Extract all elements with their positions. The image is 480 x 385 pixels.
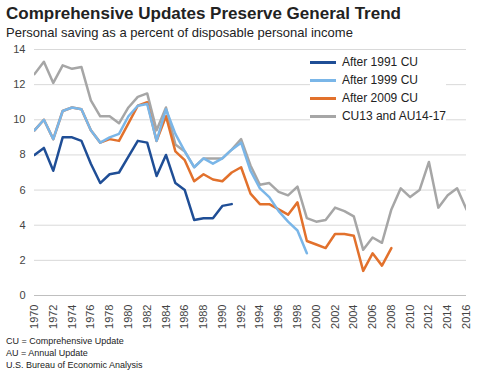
svg-text:1970: 1970 (28, 305, 40, 329)
svg-text:1978: 1978 (103, 305, 115, 329)
svg-text:2016: 2016 (460, 305, 472, 329)
svg-text:1976: 1976 (84, 305, 96, 329)
svg-text:10: 10 (13, 113, 25, 125)
svg-text:2012: 2012 (422, 305, 434, 329)
svg-text:2: 2 (19, 254, 25, 266)
svg-text:4: 4 (19, 219, 25, 231)
html-text:CU13 and AU14-17: CU13 and AU14-17 (341, 109, 446, 123)
svg-text:0: 0 (19, 289, 25, 301)
svg-text:2010: 2010 (404, 305, 416, 329)
html-text:Comprehensive Updates Preserve: Comprehensive Updates Preserve General T… (6, 4, 401, 23)
svg-text:1992: 1992 (235, 305, 247, 329)
svg-text:12: 12 (13, 78, 25, 90)
svg-text:1990: 1990 (216, 305, 228, 329)
svg-text:8: 8 (19, 148, 25, 160)
svg-text:2004: 2004 (347, 305, 359, 329)
svg-text:2002: 2002 (329, 305, 341, 329)
svg-text:2000: 2000 (310, 305, 322, 329)
svg-text:1998: 1998 (291, 305, 303, 329)
svg-text:2014: 2014 (441, 305, 453, 329)
svg-text:2008: 2008 (385, 305, 397, 329)
html-text:U.S. Bureau of Economic Analys: U.S. Bureau of Economic Analysis (6, 360, 143, 370)
svg-text:6: 6 (19, 184, 25, 196)
html-text:After 2009 CU: After 2009 CU (341, 91, 418, 105)
svg-text:14: 14 (13, 43, 25, 55)
svg-text:1996: 1996 (272, 305, 284, 329)
html-text:CU = Comprehensive Update: CU = Comprehensive Update (6, 336, 124, 346)
svg-text:1984: 1984 (159, 305, 171, 329)
svg-text:1994: 1994 (253, 305, 265, 329)
svg-text:1986: 1986 (178, 305, 190, 329)
svg-text:1980: 1980 (122, 305, 134, 329)
svg-text:1972: 1972 (47, 305, 59, 329)
svg-text:2006: 2006 (366, 305, 378, 329)
svg-text:1974: 1974 (66, 305, 78, 329)
html-text:After 1991 CU: After 1991 CU (341, 55, 418, 69)
html-text:After 1999 CU: After 1999 CU (341, 73, 418, 87)
html-text:Personal saving as a percent o: Personal saving as a percent of disposab… (6, 25, 353, 40)
svg-text:1988: 1988 (197, 305, 209, 329)
svg-text:1982: 1982 (141, 305, 153, 329)
html-text:AU = Annual Update: AU = Annual Update (6, 348, 88, 358)
